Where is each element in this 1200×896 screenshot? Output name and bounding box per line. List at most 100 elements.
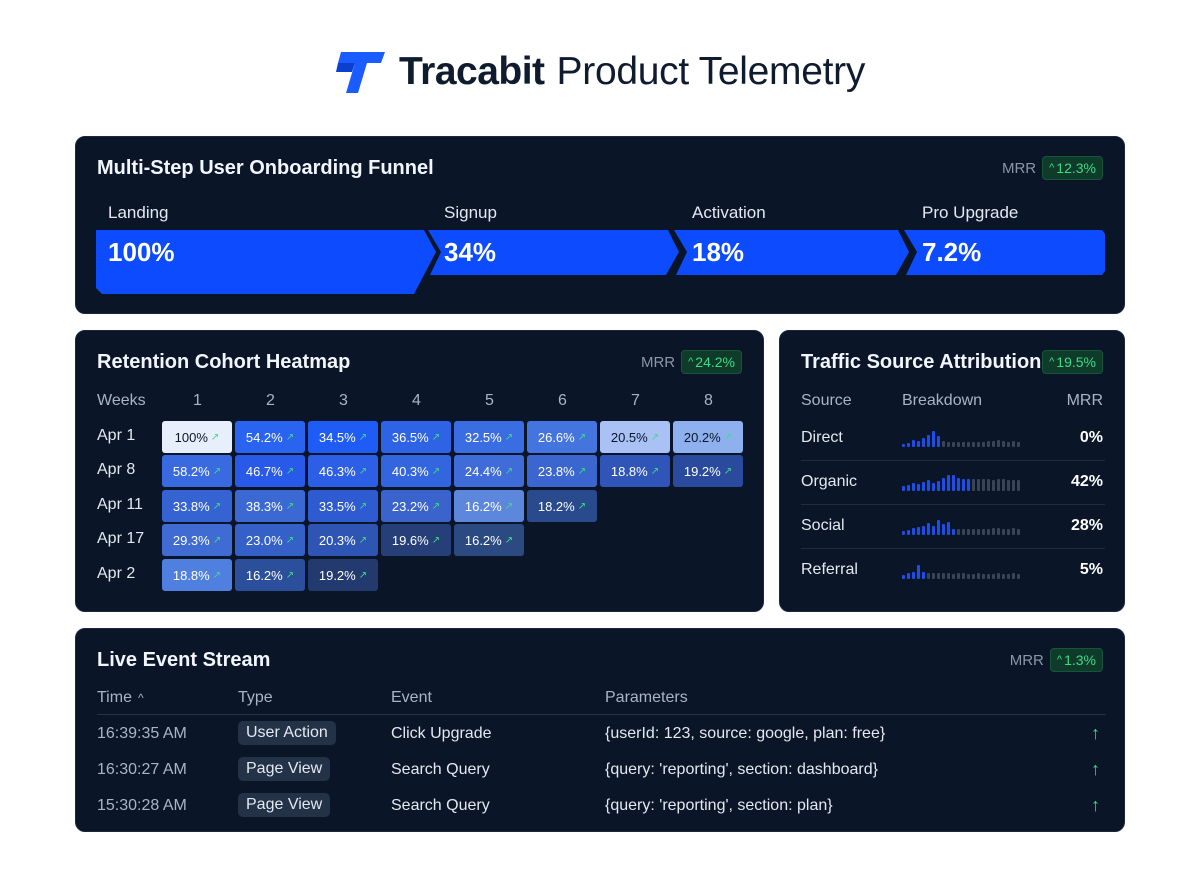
heatmap-cell[interactable]: 32.5% ↗ bbox=[454, 421, 524, 453]
sparkline-bar bbox=[972, 442, 975, 447]
trend-up-icon: ↗ bbox=[285, 569, 295, 581]
caret-up-icon: ^ bbox=[1049, 356, 1055, 368]
trend-up-icon: ↗ bbox=[504, 534, 514, 546]
heatmap-cell[interactable]: 19.2% ↗ bbox=[308, 559, 378, 591]
heatmap-cell[interactable]: 40.3% ↗ bbox=[381, 455, 451, 487]
heatmap-cell[interactable]: 24.4% ↗ bbox=[454, 455, 524, 487]
sparkline-bar bbox=[1007, 574, 1010, 579]
sparkline-bar bbox=[917, 527, 920, 535]
heatmap-cell-value: 19.6% bbox=[391, 532, 429, 548]
sparkline-bar bbox=[927, 523, 930, 535]
sparkline-bar bbox=[1012, 441, 1015, 447]
sparkline-bar bbox=[957, 529, 960, 535]
page-header: Tracabit Product Telemetry bbox=[0, 40, 1200, 104]
heatmap-cell[interactable]: 16.2% ↗ bbox=[235, 559, 305, 591]
sparkline-bar bbox=[927, 480, 930, 491]
sparkline-bar bbox=[962, 529, 965, 535]
heatmap-cell[interactable]: 58.2% ↗ bbox=[162, 455, 232, 487]
event-parameters: {query: 'reporting', section: dashboard} bbox=[605, 761, 878, 778]
heatmap-cell[interactable]: 18.2% ↗ bbox=[527, 490, 597, 522]
sparkline-bar bbox=[992, 441, 995, 447]
heatmap-cell[interactable]: 19.6% ↗ bbox=[381, 524, 451, 556]
heatmap-cell[interactable]: 36.5% ↗ bbox=[381, 421, 451, 453]
traffic-mrr-value: 5% bbox=[1079, 561, 1103, 578]
heatmap-cohort-label: Apr 11 bbox=[97, 496, 143, 513]
sparkline-bar bbox=[1002, 479, 1005, 491]
heatmap-cell-value: 16.2% bbox=[245, 567, 283, 583]
heatmap-cell[interactable]: 18.8% ↗ bbox=[600, 455, 670, 487]
column-header-type[interactable]: Type bbox=[238, 689, 273, 706]
sparkline-bar bbox=[1007, 529, 1010, 535]
sparkline-bar bbox=[902, 575, 905, 579]
sparkline-bar bbox=[982, 529, 985, 535]
column-header-parameters[interactable]: Parameters bbox=[605, 689, 688, 706]
sparkline-bar bbox=[957, 573, 960, 579]
sparkline-bar bbox=[982, 442, 985, 447]
sparkline-bar bbox=[942, 441, 945, 447]
sparkline-bar bbox=[1017, 480, 1020, 491]
mrr-change-badge: ^ 24.2% bbox=[681, 350, 742, 374]
mrr-change-value: 24.2% bbox=[695, 354, 735, 370]
heatmap-cell[interactable]: 23.0% ↗ bbox=[235, 524, 305, 556]
sparkline-bar bbox=[952, 442, 955, 447]
heatmap-cell[interactable]: 18.8% ↗ bbox=[162, 559, 232, 591]
funnel-mrr: MRR ^ 12.3% bbox=[1002, 156, 1103, 180]
sparkline-bar bbox=[987, 574, 990, 579]
heatmap-cell[interactable]: 46.7% ↗ bbox=[235, 455, 305, 487]
sparkline-bar bbox=[912, 440, 915, 447]
event-type-badge: User Action bbox=[238, 721, 336, 745]
traffic-title: Traffic Source Attribution bbox=[801, 351, 1042, 373]
sparkline-bar bbox=[907, 485, 910, 491]
event-time: 16:30:27 AM bbox=[97, 761, 187, 778]
heatmap-week-header: 1 bbox=[193, 392, 202, 409]
heatmap-cell[interactable]: 19.2% ↗ bbox=[673, 455, 743, 487]
sparkline-bar bbox=[917, 484, 920, 491]
heatmap-cell[interactable]: 23.2% ↗ bbox=[381, 490, 451, 522]
sparkline-bar bbox=[942, 524, 945, 535]
funnel-step-pro-upgrade bbox=[904, 230, 1105, 275]
funnel-step-value: 7.2% bbox=[922, 237, 982, 267]
heatmap-cell-value: 32.5% bbox=[464, 429, 502, 445]
heatmap-cell[interactable]: 33.5% ↗ bbox=[308, 490, 378, 522]
heatmap-cell[interactable]: 34.5% ↗ bbox=[308, 421, 378, 453]
heatmap-cell[interactable]: 16.2% ↗ bbox=[454, 490, 524, 522]
column-header-event[interactable]: Event bbox=[391, 689, 432, 706]
event-type-badge: Page View bbox=[238, 757, 331, 781]
heatmap-cell-value: 18.8% bbox=[172, 567, 210, 583]
heatmap-cell-value: 36.5% bbox=[391, 429, 429, 445]
trend-up-icon: ↗ bbox=[577, 431, 587, 443]
sparkline-bar bbox=[937, 481, 940, 491]
heatmap-cell[interactable]: 33.8% ↗ bbox=[162, 490, 232, 522]
trend-up-icon: ↗ bbox=[504, 431, 514, 443]
sparkline-bar bbox=[907, 573, 910, 579]
heatmap-cell-value: 19.2% bbox=[683, 463, 721, 479]
trend-up-icon: ↗ bbox=[285, 465, 295, 477]
heatmap-cell[interactable]: 100% ↗ bbox=[162, 421, 232, 453]
heatmap-cell[interactable]: 20.3% ↗ bbox=[308, 524, 378, 556]
trend-up-icon: ↗ bbox=[358, 534, 368, 546]
heatmap-cell[interactable]: 26.6% ↗ bbox=[527, 421, 597, 453]
sparkline-bar bbox=[912, 528, 915, 535]
heatmap-cell[interactable]: 38.3% ↗ bbox=[235, 490, 305, 522]
heatmap-cell[interactable]: 46.3% ↗ bbox=[308, 455, 378, 487]
heatmap-cell[interactable]: 54.2% ↗ bbox=[235, 421, 305, 453]
column-header-time[interactable]: Time ^ bbox=[97, 689, 144, 707]
trend-up-icon: ↗ bbox=[358, 500, 368, 512]
funnel-step-activation bbox=[674, 230, 909, 275]
trend-up-icon: ↗ bbox=[431, 534, 441, 546]
heatmap-cell[interactable]: 20.5% ↗ bbox=[600, 421, 670, 453]
trend-up-icon: ↗ bbox=[210, 431, 220, 443]
sparkline-bar bbox=[967, 574, 970, 579]
funnel-step-label: Landing bbox=[108, 203, 169, 222]
trend-up-icon: ↗ bbox=[358, 569, 368, 581]
heatmap-cell[interactable]: 16.2% ↗ bbox=[454, 524, 524, 556]
heatmap-cell[interactable]: 29.3% ↗ bbox=[162, 524, 232, 556]
heatmap-cell[interactable]: 20.2% ↗ bbox=[673, 421, 743, 453]
trend-up-icon: ↗ bbox=[285, 500, 295, 512]
sparkline-bar bbox=[902, 444, 905, 447]
sparkline-bar bbox=[972, 529, 975, 535]
sparkline-bar bbox=[967, 479, 970, 491]
caret-up-icon: ^ bbox=[1056, 654, 1063, 666]
heatmap-cell[interactable]: 23.8% ↗ bbox=[527, 455, 597, 487]
event-type-badge: Page View bbox=[238, 793, 331, 817]
